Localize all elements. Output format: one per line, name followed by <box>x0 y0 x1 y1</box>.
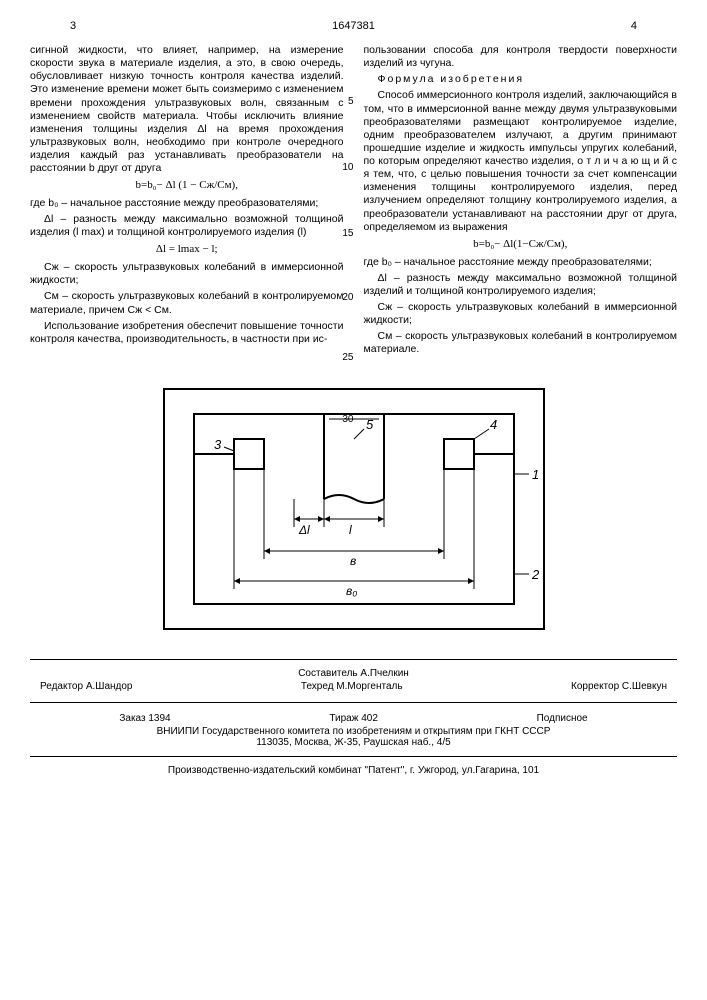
left-column: сигнной жидкости, что влияет, например, … <box>30 44 344 359</box>
lbl-1: 1 <box>532 467 539 482</box>
text-columns: сигнной жидкости, что влияет, например, … <box>30 44 677 359</box>
corrector: Корректор С.Шевкун <box>571 681 667 692</box>
rc-heading: Формула изобретения <box>364 73 678 86</box>
line-num-10: 10 <box>342 162 353 175</box>
line-num-25: 25 <box>342 352 353 365</box>
org: ВНИИПИ Государственного комитета по изоб… <box>30 726 677 737</box>
subscr: Подписное <box>537 713 588 724</box>
right-transducer <box>444 439 474 469</box>
spec-bottom <box>324 495 384 503</box>
patent-number: 1647381 <box>259 20 448 32</box>
lbl-b: в <box>350 554 356 568</box>
line-num-5: 5 <box>348 96 354 109</box>
tech: Техред М.Моргенталь <box>301 681 403 692</box>
page-num-left: 3 <box>30 20 259 32</box>
lc-p6: Использование изобретения обеспечит повы… <box>30 320 344 346</box>
line-num-15: 15 <box>342 228 353 241</box>
rc-p5: Cж – скорость ультразвуковых колебаний в… <box>364 301 678 327</box>
tirage: Тираж 402 <box>329 713 378 724</box>
editor: Редактор А.Шандор <box>40 681 132 692</box>
rc-p3: где b₀ – начальное расстояние между прео… <box>364 256 678 269</box>
lbl3-lead <box>224 447 234 451</box>
lbl-4: 4 <box>490 417 497 432</box>
lbl-2: 2 <box>531 567 540 582</box>
hr3 <box>30 756 677 757</box>
footer-row-2: Заказ 1394 Тираж 402 Подписное <box>30 711 677 726</box>
lc-p2: где b₀ – начальное расстояние между прео… <box>30 197 344 210</box>
rc-p6: Cм – скорость ультразвуковых колебаний в… <box>364 330 678 356</box>
lbl-5: 5 <box>366 417 374 432</box>
lbl-b0: в₀ <box>346 584 357 598</box>
lc-p1: сигнной жидкости, что влияет, например, … <box>30 44 344 175</box>
rc-p1: пользовании способа для контроля твердос… <box>364 44 678 70</box>
lbl-ll: l <box>349 523 352 537</box>
footer: Составитель А.Пчелкин Редактор А.Шандор … <box>30 659 677 776</box>
order: Заказ 1394 <box>119 713 170 724</box>
hr1 <box>30 659 677 660</box>
page-num-right: 4 <box>448 20 677 32</box>
lc-p4: Cж – скорость ультразвуковых колебаний в… <box>30 261 344 287</box>
lc-p5: Cм – скорость ультразвуковых колебаний в… <box>30 290 344 316</box>
left-transducer <box>234 439 264 469</box>
lbl-3: 3 <box>214 437 222 452</box>
page-header: 3 1647381 4 <box>30 20 677 32</box>
inner-rect <box>194 414 514 604</box>
addr: 113035, Москва, Ж-35, Раушская наб., 4/5 <box>30 737 677 748</box>
lc-formula2: Δl = lmax − l; <box>30 243 344 257</box>
lbl4-lead <box>474 429 489 439</box>
pub: Производственно-издательский комбинат "П… <box>30 765 677 776</box>
rc-p4: Δl – разность между максимально возможно… <box>364 272 678 298</box>
line-num-30: 30 <box>342 414 353 427</box>
right-column: пользовании способа для контроля твердос… <box>364 44 678 359</box>
line-num-20: 20 <box>342 292 353 305</box>
rc-p2: Способ иммерсионного контроля изделий, з… <box>364 89 678 233</box>
compiler: Составитель А.Пчелкин <box>30 668 677 679</box>
footer-row-1: Редактор А.Шандор Техред М.Моргенталь Ко… <box>30 679 677 694</box>
hr2 <box>30 702 677 703</box>
page: 3 1647381 4 сигнной жидкости, что влияет… <box>0 0 707 796</box>
rc-formula1: b=b₀− Δl(1−Cж/Cм), <box>364 238 678 252</box>
lc-formula1: b=b₀− Δl (1 − Cж/Cм), <box>30 179 344 193</box>
lbl5-lead <box>354 429 364 439</box>
lbl-dl: Δl <box>298 523 310 537</box>
lc-p3: Δl – разность между максимально возможно… <box>30 213 344 239</box>
